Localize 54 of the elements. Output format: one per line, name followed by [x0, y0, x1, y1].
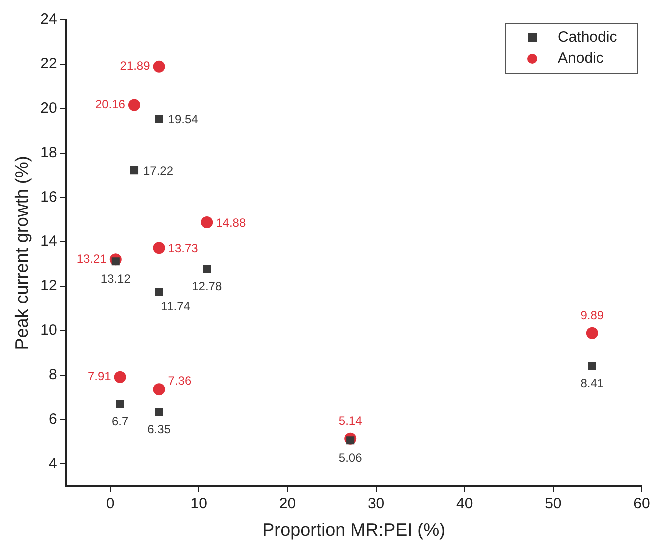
- x-tick-label: 10: [190, 496, 208, 513]
- x-tick-label: 40: [456, 496, 474, 513]
- y-tick-label: 24: [40, 11, 58, 28]
- data-label: 6.35: [148, 422, 172, 436]
- data-label: 17.22: [143, 164, 174, 178]
- data-label: 5.14: [338, 414, 363, 428]
- point: [153, 60, 166, 73]
- x-axis-title: Proportion MR:PEI (%): [262, 520, 446, 540]
- data-label: 13.12: [100, 272, 132, 286]
- y-tick-label: 4: [48, 455, 58, 472]
- y-tick-label: 16: [40, 188, 58, 206]
- y-tick-label: 12: [40, 278, 58, 295]
- data-label: 12.78: [192, 280, 222, 294]
- point: [153, 242, 166, 254]
- x-tick-label: 60: [634, 496, 650, 513]
- y-tick-label: 18: [40, 144, 58, 162]
- point: [116, 400, 124, 408]
- point: [155, 408, 164, 416]
- y-tick-label: 8: [48, 366, 58, 384]
- y-tick-label: 20: [40, 100, 58, 117]
- y-tick-label: 22: [40, 56, 58, 73]
- point: [203, 265, 212, 274]
- data-label: 14.88: [216, 216, 246, 230]
- x-tick-label: 50: [545, 496, 562, 513]
- x-tick-label: 0: [106, 496, 115, 513]
- data-label: 7.36: [168, 374, 192, 388]
- point: [114, 371, 126, 384]
- data-label: 8.41: [580, 376, 604, 391]
- point: [153, 384, 166, 396]
- y-tick-label: 14: [40, 233, 58, 250]
- point: [155, 115, 164, 124]
- point: [588, 362, 596, 370]
- data-label: 20.16: [95, 98, 126, 112]
- data-label: 7.91: [88, 370, 112, 384]
- data-label: 13.73: [168, 241, 199, 256]
- point: [201, 216, 214, 229]
- point: [130, 166, 139, 175]
- data-label: 19.54: [168, 112, 199, 126]
- point: [128, 99, 140, 112]
- data-label: 6.7: [112, 414, 129, 429]
- data-label: 21.89: [120, 59, 151, 74]
- x-tick-label: 30: [368, 496, 385, 513]
- point: [586, 327, 598, 340]
- data-label: 13.21: [76, 252, 108, 266]
- data-label: 9.89: [580, 308, 604, 323]
- y-tick-label: 10: [40, 322, 58, 340]
- data-label: 5.06: [338, 450, 363, 465]
- y-tick-label: 6: [48, 410, 58, 428]
- legend-label: Anodic: [558, 50, 604, 68]
- x-tick-label: 20: [279, 496, 296, 513]
- legend-label: Cathodic: [558, 29, 618, 46]
- point: [155, 288, 164, 296]
- y-axis-title: Peak current growth (%): [12, 156, 32, 350]
- data-label: 11.74: [161, 300, 191, 314]
